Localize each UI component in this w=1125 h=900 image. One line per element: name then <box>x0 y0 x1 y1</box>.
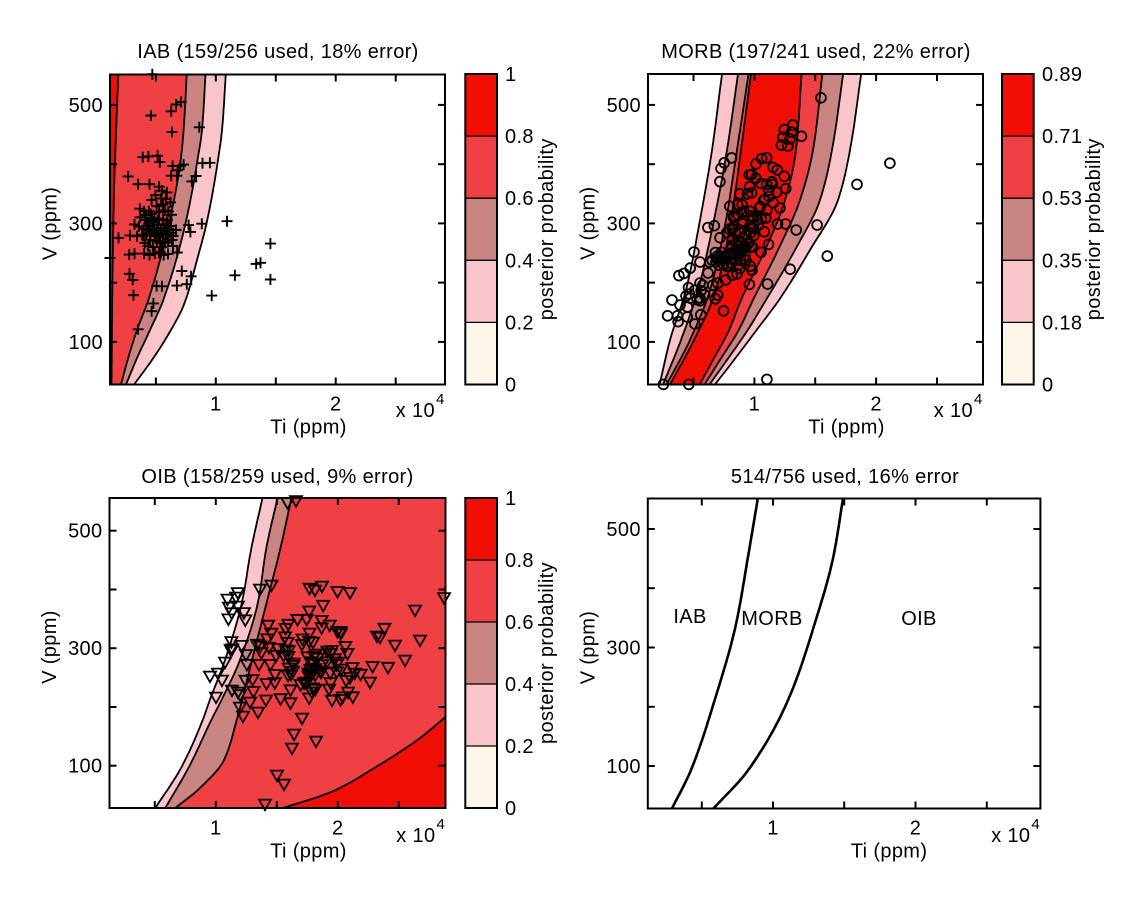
svg-text:0.35: 0.35 <box>1042 250 1082 272</box>
svg-text:500: 500 <box>69 95 103 117</box>
svg-text:V (ppm): V (ppm) <box>40 187 62 261</box>
svg-text:300: 300 <box>606 638 640 660</box>
svg-text:0: 0 <box>1042 375 1053 397</box>
svg-text:0.8: 0.8 <box>505 550 534 572</box>
svg-text:V (ppm): V (ppm) <box>39 610 61 684</box>
svg-text:Ti (ppm): Ti (ppm) <box>808 417 885 439</box>
svg-text:100: 100 <box>607 332 641 354</box>
svg-text:2: 2 <box>332 818 343 840</box>
svg-text:100: 100 <box>606 756 640 778</box>
svg-text:2: 2 <box>870 394 881 416</box>
svg-text:1: 1 <box>210 818 221 840</box>
svg-text:x 10: x 10 <box>991 825 1030 847</box>
svg-text:4: 4 <box>974 391 983 408</box>
svg-text:OIB (158/259 used, 9% error): OIB (158/259 used, 9% error) <box>141 466 413 488</box>
svg-text:300: 300 <box>68 638 102 660</box>
svg-text:100: 100 <box>68 756 102 778</box>
svg-text:x 10: x 10 <box>396 825 435 847</box>
svg-text:posterior probability: posterior probability <box>536 138 558 320</box>
svg-text:posterior probability: posterior probability <box>1083 138 1105 320</box>
svg-text:1: 1 <box>210 394 221 416</box>
svg-text:100: 100 <box>69 332 103 354</box>
svg-text:IAB (159/256 used, 18% error): IAB (159/256 used, 18% error) <box>137 41 418 63</box>
svg-text:x 10: x 10 <box>934 400 973 422</box>
svg-text:0.8: 0.8 <box>505 126 534 148</box>
svg-text:1: 1 <box>505 64 516 86</box>
svg-text:500: 500 <box>606 519 640 541</box>
svg-text:2: 2 <box>910 818 921 840</box>
svg-text:1: 1 <box>767 818 778 840</box>
svg-text:4: 4 <box>437 816 446 833</box>
svg-text:V (ppm): V (ppm) <box>577 611 599 685</box>
svg-text:0: 0 <box>505 798 516 820</box>
svg-text:Ti (ppm): Ti (ppm) <box>851 841 928 863</box>
svg-text:0.53: 0.53 <box>1042 188 1082 210</box>
svg-text:0.18: 0.18 <box>1042 312 1082 334</box>
svg-text:OIB: OIB <box>901 608 937 630</box>
svg-text:V (ppm): V (ppm) <box>578 186 600 260</box>
svg-text:0.4: 0.4 <box>505 674 534 696</box>
svg-text:4: 4 <box>1031 816 1040 833</box>
svg-text:Ti (ppm): Ti (ppm) <box>270 417 347 439</box>
svg-text:500: 500 <box>607 95 641 117</box>
svg-text:0.4: 0.4 <box>505 250 534 272</box>
svg-text:2: 2 <box>330 394 341 416</box>
svg-text:MORB: MORB <box>741 608 802 630</box>
svg-text:300: 300 <box>69 213 103 235</box>
svg-text:0.6: 0.6 <box>505 612 534 634</box>
svg-text:IAB: IAB <box>673 606 706 628</box>
svg-text:0.71: 0.71 <box>1042 126 1082 148</box>
svg-text:posterior probability: posterior probability <box>536 562 558 744</box>
svg-text:0.2: 0.2 <box>505 736 534 758</box>
svg-text:500: 500 <box>68 521 102 543</box>
svg-text:0.6: 0.6 <box>505 188 534 210</box>
svg-text:1: 1 <box>505 488 516 510</box>
svg-text:0: 0 <box>505 375 516 397</box>
svg-text:Ti (ppm): Ti (ppm) <box>270 841 347 863</box>
svg-text:x 10: x 10 <box>396 400 435 422</box>
svg-text:4: 4 <box>436 391 445 408</box>
svg-text:0.89: 0.89 <box>1042 64 1082 86</box>
svg-text:1: 1 <box>749 394 760 416</box>
svg-text:300: 300 <box>607 213 641 235</box>
svg-text:MORB (197/241 used, 22% error): MORB (197/241 used, 22% error) <box>661 41 971 63</box>
svg-text:514/756 used, 16% error: 514/756 used, 16% error <box>731 466 959 488</box>
svg-text:0.2: 0.2 <box>505 312 534 334</box>
